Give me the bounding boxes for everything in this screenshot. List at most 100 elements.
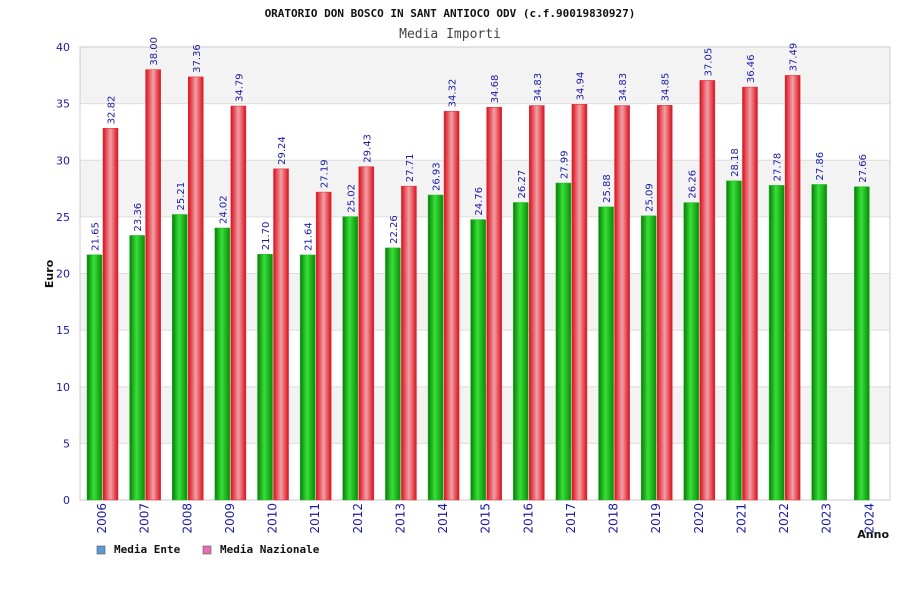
bar-media-nazionale-2015 <box>486 106 502 501</box>
bar-media-ente-2017 <box>555 182 572 501</box>
value-label: 22.26 <box>389 215 400 244</box>
value-label: 38.00 <box>149 37 160 66</box>
value-label: 34.79 <box>234 73 245 102</box>
bar-media-nazionale-2008 <box>188 76 204 501</box>
value-label: 34.85 <box>661 73 672 102</box>
y-axis-label: Euro <box>43 259 56 288</box>
value-label: 34.68 <box>490 75 501 104</box>
value-label: 27.66 <box>858 154 869 183</box>
x-tick-label: 2008 <box>180 503 194 534</box>
bar-media-ente-2011 <box>299 254 316 501</box>
bar-media-nazionale-2009 <box>230 105 247 501</box>
value-label: 25.09 <box>645 183 656 212</box>
y-tick-label: 10 <box>56 381 70 394</box>
value-label: 21.70 <box>261 222 272 251</box>
bar-media-nazionale-2017 <box>571 104 588 501</box>
bar-media-nazionale-2006 <box>102 128 119 501</box>
x-tick-label: 2023 <box>820 503 834 534</box>
value-label: 25.21 <box>176 182 187 211</box>
value-label: 34.83 <box>618 73 629 102</box>
chart-subtitle: Media Importi <box>399 27 501 42</box>
x-tick-label: 2024 <box>862 503 876 534</box>
value-label: 27.71 <box>405 154 416 183</box>
x-tick-label: 2019 <box>649 503 663 534</box>
bar-media-ente-2010 <box>257 253 273 501</box>
bar-media-ente-2014 <box>427 194 444 501</box>
y-tick-label: 40 <box>56 41 70 54</box>
chart-title: ORATORIO DON BOSCO IN SANT ANTIOCO ODV (… <box>265 7 636 20</box>
value-label: 29.24 <box>277 136 288 165</box>
bar-media-nazionale-2016 <box>529 105 545 501</box>
bar-media-ente-2024 <box>854 186 870 501</box>
y-tick-label: 5 <box>63 437 70 450</box>
x-tick-label: 2021 <box>734 503 748 534</box>
bar-media-nazionale-2013 <box>401 185 417 501</box>
value-label: 27.19 <box>320 159 331 188</box>
x-axis-ticks: 2006 2007 2008 2009 2010 2011 2012 2013 2014 2015… <box>95 503 876 534</box>
bar-media-ente-2020 <box>683 202 700 501</box>
y-tick-label: 20 <box>56 268 70 281</box>
bar-media-ente-2009 <box>214 227 231 501</box>
bar-media-ente-2006 <box>86 254 103 501</box>
value-label: 23.36 <box>133 203 144 232</box>
bar-media-ente-2015 <box>470 219 486 501</box>
bar-media-ente-2007 <box>129 235 145 501</box>
bar-media-nazionale-2021 <box>742 86 758 501</box>
bar-media-ente-2021 <box>726 180 742 501</box>
x-tick-label: 2011 <box>308 503 322 534</box>
bar-media-nazionale-2018 <box>614 105 630 501</box>
value-label: 27.78 <box>773 153 784 182</box>
value-label: 26.27 <box>517 170 528 199</box>
bar-media-ente-2018 <box>598 206 614 501</box>
bar-media-nazionale-2007 <box>145 69 161 501</box>
x-tick-label: 2012 <box>351 503 365 534</box>
y-tick-label: 0 <box>63 494 70 507</box>
legend-label-media-ente: Media Ente <box>114 543 181 556</box>
value-label: 37.36 <box>192 44 203 73</box>
x-tick-label: 2017 <box>564 503 578 534</box>
legend-swatch-media-nazionale <box>202 545 212 555</box>
bar-media-ente-2022 <box>768 185 785 501</box>
bar-media-ente-2023 <box>811 184 827 501</box>
y-tick-label: 30 <box>56 154 70 167</box>
x-axis-label: Anno <box>857 528 889 541</box>
bars <box>86 69 870 501</box>
x-tick-label: 2015 <box>479 503 493 534</box>
x-tick-label: 2009 <box>223 503 237 534</box>
value-label: 26.93 <box>432 162 443 191</box>
x-tick-label: 2007 <box>138 503 152 534</box>
value-label: 26.26 <box>687 170 698 199</box>
value-label: 24.02 <box>218 195 229 224</box>
value-label: 28.18 <box>730 148 741 177</box>
bar-media-nazionale-2022 <box>784 75 801 501</box>
value-label: 29.43 <box>362 134 373 163</box>
bar-media-nazionale-2014 <box>443 111 460 501</box>
value-label: 21.65 <box>91 222 102 251</box>
value-label: 25.88 <box>602 174 613 203</box>
value-label: 37.05 <box>703 48 714 77</box>
x-tick-label: 2006 <box>95 503 109 534</box>
x-tick-label: 2013 <box>393 503 407 534</box>
x-tick-label: 2016 <box>521 503 535 534</box>
value-label: 37.49 <box>789 43 800 72</box>
y-tick-label: 25 <box>56 211 70 224</box>
bar-media-ente-2012 <box>342 216 359 501</box>
x-tick-label: 2010 <box>266 503 280 534</box>
legend-label-media-nazionale: Media Nazionale <box>220 543 320 556</box>
legend-swatch-media-ente <box>96 545 106 555</box>
x-tick-label: 2018 <box>607 503 621 534</box>
y-tick-label: 15 <box>56 324 70 337</box>
value-label: 34.94 <box>575 72 586 101</box>
value-label: 36.46 <box>746 54 757 83</box>
value-labels: 21.65 32.82 23.36 38.00 25.21 37.36 24.02 34.79… <box>91 37 869 251</box>
bar-media-ente-2019 <box>640 215 657 501</box>
value-label: 21.64 <box>304 222 315 251</box>
y-axis-ticks: 0 5 10 15 20 25 30 35 40 <box>56 41 70 507</box>
value-label: 34.32 <box>448 79 459 108</box>
value-label: 24.76 <box>474 187 485 216</box>
value-label: 34.83 <box>533 73 544 102</box>
x-tick-label: 2020 <box>692 503 706 534</box>
x-tick-label: 2022 <box>777 503 791 534</box>
y-tick-label: 35 <box>56 98 70 111</box>
bar-media-ente-2013 <box>385 247 401 501</box>
